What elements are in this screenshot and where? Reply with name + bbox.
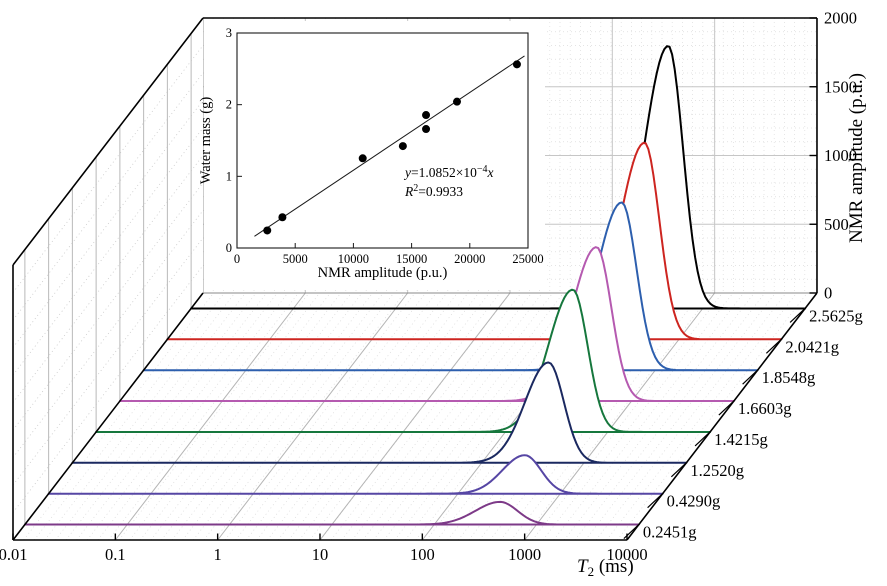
inset-y-tick-label: 0 (226, 241, 232, 255)
inset-fit-line (254, 55, 525, 237)
series-curves (23, 45, 807, 526)
series-label-2.5625g: 2.5625g (809, 306, 863, 325)
depth-tick-slash (670, 461, 688, 478)
inset-fit-r-squared: R2=0.9933 (404, 183, 463, 199)
inset-x-axis-title: NMR amplitude (p.u.) (318, 265, 448, 281)
series-label-1.2520g: 1.2520g (690, 461, 744, 480)
inset-data-point-3 (398, 142, 407, 151)
series-curve-1.2520g (71, 361, 688, 464)
depth-tick-slash (789, 306, 807, 323)
series-label-0.2451g: 0.2451g (643, 523, 697, 542)
left-wall-face (13, 18, 203, 540)
x-tick-label: 10000 (606, 545, 647, 564)
z-tick-label: 2000 (824, 9, 857, 28)
inset-data-point-2 (358, 154, 367, 163)
inset-y-axis-title: Water mass (g) (198, 97, 214, 185)
x-tick-label: 1000 (508, 545, 541, 564)
inset-x-tick-label: 25000 (512, 252, 543, 266)
inset-data-point-4 (422, 125, 431, 134)
floor-right-edge (626, 292, 818, 541)
inset-fit-equation: y=1.0852×10−4x (403, 164, 494, 180)
floor-left-edge (12, 292, 204, 541)
series-curve-0.4290g (47, 454, 664, 495)
inset-x-tick-label: 20000 (454, 252, 485, 266)
depth-tick-slash (765, 337, 783, 354)
z-axis-title: NMR amplitude (p.u.) (846, 73, 867, 243)
inset-data-point-6 (452, 97, 461, 106)
inset-plot: 0 5000 10000 15000 20000 25000 0 1 2 3 NMR amplitu… (198, 21, 545, 290)
floor-major-gridline (114, 292, 306, 541)
inset-y-tick-label: 1 (226, 169, 232, 183)
x-tick-label: 100 (410, 545, 435, 564)
inset-x-tick-label: 5000 (283, 252, 308, 266)
series-label-1.4215g: 1.4215g (714, 430, 768, 449)
x-axis-title: T2 (ms) (577, 556, 634, 579)
inset-x-tick-label: 0 (234, 252, 240, 266)
left-wall (12, 18, 204, 540)
inset-y-tick-label: 2 (226, 98, 232, 112)
z-tick-label: 1500 (824, 77, 857, 96)
series-label-2.0421g: 2.0421g (785, 337, 839, 356)
x-tick-label: 0.01 (0, 545, 27, 564)
series-label-1.6603g: 1.6603g (738, 399, 792, 418)
floor-major-gridline (217, 292, 409, 541)
inset-x-tick-label: 10000 (338, 252, 369, 266)
x-tick-label: 1 (214, 545, 222, 564)
series-label-0.4290g: 0.4290g (667, 492, 721, 511)
series-label-1.8548g: 1.8548g (762, 368, 816, 387)
inset-x-tick-label: 15000 (396, 252, 427, 266)
inset-data-point-5 (422, 111, 431, 120)
x-tick-label: 0.1 (105, 545, 126, 564)
depth-tick-slash (718, 399, 736, 416)
inset-frame (236, 32, 529, 249)
inset-data-point-7 (512, 60, 521, 69)
z-axis: 0 500 1000 1500 2000 NMR amplitude (p.u.) (809, 9, 867, 303)
depth-tick-slash (742, 368, 760, 385)
inset-data-point-0 (263, 226, 272, 235)
x-tick-label: 10 (312, 545, 329, 564)
depth-axis: 2.5625g 2.0421g 1.8548g 1.6603g 1.4215g 1.252… (623, 292, 863, 542)
depth-tick-slash (623, 523, 641, 540)
floor-major-gridline (319, 292, 511, 541)
depth-tick-slash (694, 430, 712, 447)
inset-y-tick-label: 3 (226, 26, 232, 40)
frame-edges (12, 17, 817, 541)
z-tick-label: 1000 (824, 146, 857, 165)
depth-tick-slash (647, 492, 665, 509)
inset-data-point-1 (278, 213, 287, 222)
top-left-edge (12, 17, 204, 266)
z-tick-label: 500 (824, 215, 849, 234)
series-curve-0.2451g (23, 500, 640, 526)
z-tick-label: 0 (824, 284, 832, 303)
